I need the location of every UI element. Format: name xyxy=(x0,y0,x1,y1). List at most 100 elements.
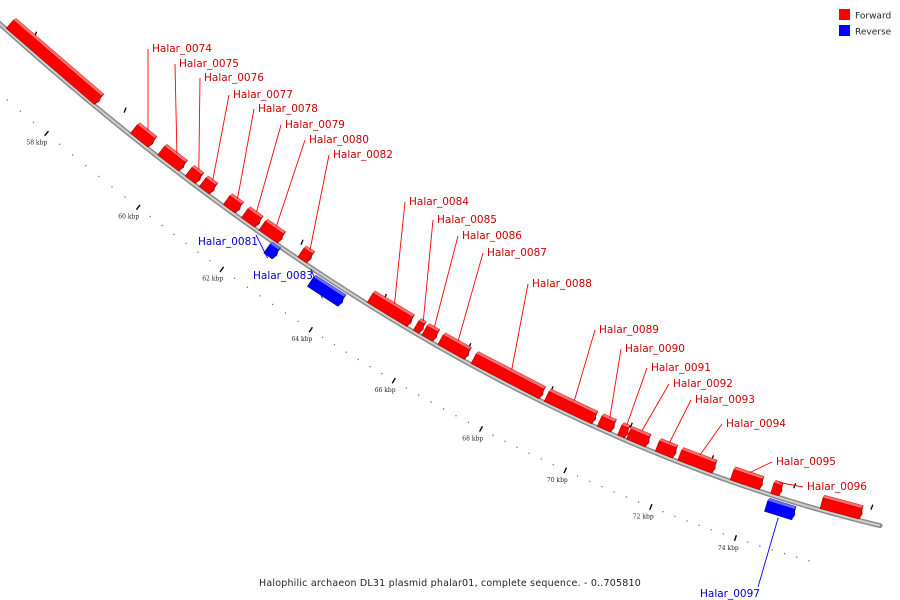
gene-bevel-end xyxy=(644,434,652,448)
ruler-minor-tick xyxy=(197,251,199,253)
gene-halar-0094[interactable] xyxy=(677,447,718,474)
upper-tick xyxy=(629,422,633,429)
ruler-major-tick xyxy=(563,467,568,474)
ruler-minor-tick xyxy=(442,408,445,410)
gene-label-leader xyxy=(668,399,692,444)
gene-unlabeled-0[interactable] xyxy=(5,18,105,105)
gene-halar-0087[interactable] xyxy=(437,332,472,360)
ruler-minor-tick xyxy=(259,295,261,297)
ruler-minor-tick xyxy=(504,440,506,442)
gene-body xyxy=(5,19,102,105)
ruler-minor-tick xyxy=(613,491,615,493)
gene-unlabeled-25[interactable] xyxy=(819,494,864,520)
gene-bevel-end xyxy=(710,460,718,474)
ruler-minor-tick xyxy=(417,394,420,396)
ruler-minor-tick xyxy=(576,475,579,477)
gene-halar-0077[interactable] xyxy=(198,175,219,195)
legend: Forward Reverse xyxy=(839,9,892,38)
ruler-minor-tick xyxy=(625,496,627,498)
ruler-minor-tick xyxy=(272,303,274,306)
backbone-highlight xyxy=(0,22,881,527)
gene-bevel-end xyxy=(858,505,864,520)
ruler-minor-tick xyxy=(796,556,798,558)
gene-label-leader xyxy=(212,94,230,181)
legend-label-forward: Forward xyxy=(855,12,891,22)
gene-halar-0085[interactable] xyxy=(412,318,427,334)
gene-halar-0079[interactable] xyxy=(241,206,264,228)
gene-halar-0089[interactable] xyxy=(543,388,599,424)
gene-bevel-end xyxy=(417,321,427,334)
ruler-label: 64 kbp xyxy=(292,336,313,343)
gene-label: Halar_0081 xyxy=(198,236,258,248)
gene-halar-0097[interactable] xyxy=(764,497,797,521)
gene-halar-0084[interactable] xyxy=(366,290,415,327)
gene-label: Halar_0095 xyxy=(776,456,836,468)
gene-halar-0093[interactable] xyxy=(654,438,679,459)
gene-bevel-end xyxy=(590,411,599,424)
gene-label-leader xyxy=(433,235,459,328)
ruler-minor-tick xyxy=(759,545,761,547)
gene-halar-0074[interactable] xyxy=(130,122,158,148)
gene-label: Halar_0091 xyxy=(651,362,711,374)
gene-label: Halar_0074 xyxy=(152,43,212,55)
gene-bevel-end xyxy=(463,347,472,360)
gene-label-leader xyxy=(174,63,178,154)
ruler-minor-tick xyxy=(173,233,175,236)
ruler-minor-tick xyxy=(783,552,786,555)
ruler-major-tick xyxy=(44,130,50,137)
gene-halar-0076[interactable] xyxy=(184,165,205,184)
gene-bevel-end xyxy=(623,425,631,439)
gene-bevel-end xyxy=(276,231,286,244)
gene-label-leader xyxy=(641,383,670,432)
ruler-minor-tick xyxy=(58,143,61,145)
ruler-minor-tick xyxy=(149,215,151,218)
gene-label: Halar_0076 xyxy=(204,72,264,84)
gene-label-leader xyxy=(457,252,484,342)
ruler-label: 62 kbp xyxy=(202,276,223,283)
gene-label-leader xyxy=(757,517,779,588)
gene-label-leader xyxy=(309,154,330,250)
upper-tick xyxy=(123,107,127,113)
figure-caption: Halophilic archaeon DL31 plasmid phalar0… xyxy=(259,578,641,589)
gene-bevel-end xyxy=(93,93,105,105)
gene-body xyxy=(470,353,544,399)
gene-halar-0075[interactable] xyxy=(157,144,189,172)
gene-label-leader xyxy=(609,348,622,418)
gene-label: Halar_0092 xyxy=(673,378,733,390)
ruler-minor-tick xyxy=(808,560,810,562)
ruler-minor-tick xyxy=(405,387,407,389)
upper-tick xyxy=(300,239,304,246)
gene-halar-0095[interactable] xyxy=(729,466,765,490)
backbone-shadow xyxy=(0,20,883,529)
gene-label: Halar_0077 xyxy=(233,89,293,101)
gene-bevel-end xyxy=(147,136,158,148)
gene-halar-0081[interactable] xyxy=(263,241,282,260)
gene-label: Halar_0097 xyxy=(700,588,760,600)
gene-halar-0080[interactable] xyxy=(258,218,287,244)
gene-bevel-end xyxy=(177,160,188,172)
ruler-major-tick xyxy=(219,266,225,273)
gene-label: Halar_0086 xyxy=(462,230,522,242)
gene-label: Halar_0083 xyxy=(253,270,313,282)
gene-label-leader xyxy=(626,367,648,426)
gene-halar-0082[interactable] xyxy=(297,245,316,263)
gene-layer xyxy=(5,18,864,521)
gene-label: Halar_0080 xyxy=(309,134,369,146)
ruler-minor-tick xyxy=(233,277,236,279)
gene-bevel-end xyxy=(337,294,347,307)
ruler-minor-tick xyxy=(19,110,22,112)
ruler-minor-tick xyxy=(747,541,749,543)
ruler-minor-tick xyxy=(381,373,383,375)
ruler-minor-tick xyxy=(455,415,457,417)
gene-halar-0078[interactable] xyxy=(222,193,245,214)
gene-label: Halar_0089 xyxy=(599,324,659,336)
ruler-minor-tick xyxy=(161,224,163,227)
ruler-minor-tick xyxy=(722,533,724,535)
ruler-minor-tick xyxy=(430,401,432,403)
gene-bevel-end xyxy=(234,201,244,214)
gene-halar-0090[interactable] xyxy=(596,413,617,433)
gene-halar-0088[interactable] xyxy=(470,351,547,399)
gene-halar-0091[interactable] xyxy=(617,422,631,439)
gene-halar-0086[interactable] xyxy=(421,323,441,342)
gene-halar-0092[interactable] xyxy=(626,426,652,448)
